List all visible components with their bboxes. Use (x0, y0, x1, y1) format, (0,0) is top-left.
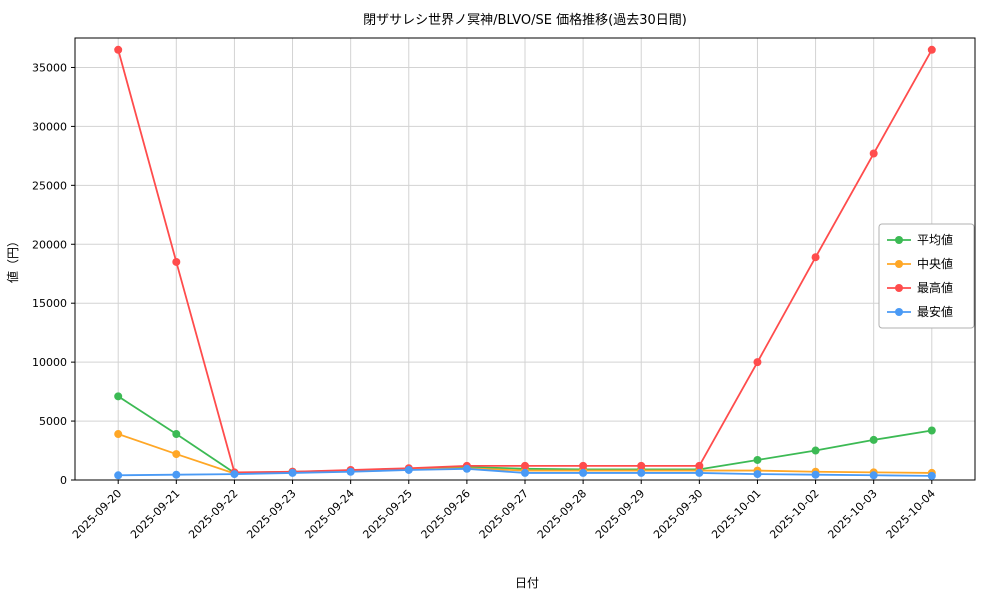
data-point (114, 392, 123, 401)
legend-label: 最安値 (917, 304, 953, 319)
x-tick-label: 2025-09-23 (244, 487, 298, 541)
data-point (114, 430, 123, 439)
x-axis: 2025-09-20 2025-09-21 2025-09-22 2025-09-23… (70, 480, 938, 541)
x-tick-label: 2025-10-04 (884, 487, 938, 541)
data-point (172, 450, 181, 459)
y-tick-label: 15000 (32, 297, 67, 310)
data-point (753, 455, 762, 464)
data-point (927, 426, 936, 435)
x-tick-label: 2025-09-26 (419, 487, 473, 541)
x-tick-label: 2025-10-03 (825, 487, 879, 541)
data-point (869, 471, 878, 480)
legend-marker (895, 284, 903, 292)
y-axis-label: 値（円） (5, 235, 20, 283)
data-point (869, 435, 878, 444)
x-tick-label: 2025-10-01 (709, 487, 763, 541)
data-point (637, 468, 646, 477)
y-tick-label: 5000 (39, 415, 67, 428)
y-tick-label: 10000 (32, 356, 67, 369)
data-point (230, 470, 239, 479)
data-point (695, 461, 704, 470)
data-point (114, 471, 123, 480)
data-point (462, 464, 471, 473)
x-tick-label: 2025-09-28 (535, 487, 589, 541)
y-tick-label: 20000 (32, 238, 67, 251)
x-tick-label: 2025-09-24 (302, 487, 356, 541)
legend-label: 最高値 (917, 280, 953, 295)
data-point (114, 45, 123, 54)
data-point (404, 465, 413, 474)
y-tick-label: 25000 (32, 179, 67, 192)
data-point (346, 467, 355, 476)
data-point (811, 470, 820, 479)
grid-lines (75, 38, 975, 481)
x-tick-label: 2025-09-27 (477, 487, 531, 541)
y-tick-label: 0 (60, 474, 67, 487)
x-tick-label: 2025-10-02 (767, 487, 821, 541)
data-point (637, 461, 646, 470)
legend-marker (895, 260, 903, 268)
data-point (695, 468, 704, 477)
data-point (579, 468, 588, 477)
x-axis-label: 日付 (515, 576, 539, 590)
x-tick-label: 2025-09-21 (128, 487, 182, 541)
x-tick-label: 2025-09-29 (593, 487, 647, 541)
x-tick-label: 2025-09-22 (186, 487, 240, 541)
x-tick-label: 2025-09-20 (70, 487, 124, 541)
data-point (172, 430, 181, 439)
y-tick-label: 30000 (32, 120, 67, 133)
legend-marker (895, 236, 903, 244)
legend-label: 中央値 (917, 256, 953, 271)
chart-title: 閉ザサレシ世界ノ冥神/BLVO/SE 価格推移(過去30日間) (363, 12, 687, 28)
y-tick-label: 35000 (32, 61, 67, 74)
data-point (811, 253, 820, 262)
data-point (579, 461, 588, 470)
data-point (927, 471, 936, 480)
x-tick-label: 2025-09-25 (360, 487, 414, 541)
x-tick-label: 2025-09-30 (651, 487, 705, 541)
series-最高値 (114, 45, 936, 477)
data-point (521, 461, 529, 470)
data-point (288, 468, 297, 477)
legend-label: 平均値 (917, 232, 953, 247)
y-axis: 0 5000 10000 15000 20000 25000 30000 35000 (32, 61, 75, 487)
data-point (172, 257, 181, 266)
legend-marker (895, 308, 903, 316)
data-point (521, 468, 529, 477)
data-point (869, 149, 878, 158)
data-point (753, 358, 762, 367)
series-最安値 (114, 464, 936, 480)
data-point (172, 470, 181, 479)
data-point (927, 45, 936, 54)
data-point (811, 446, 820, 455)
data-point (753, 470, 762, 479)
